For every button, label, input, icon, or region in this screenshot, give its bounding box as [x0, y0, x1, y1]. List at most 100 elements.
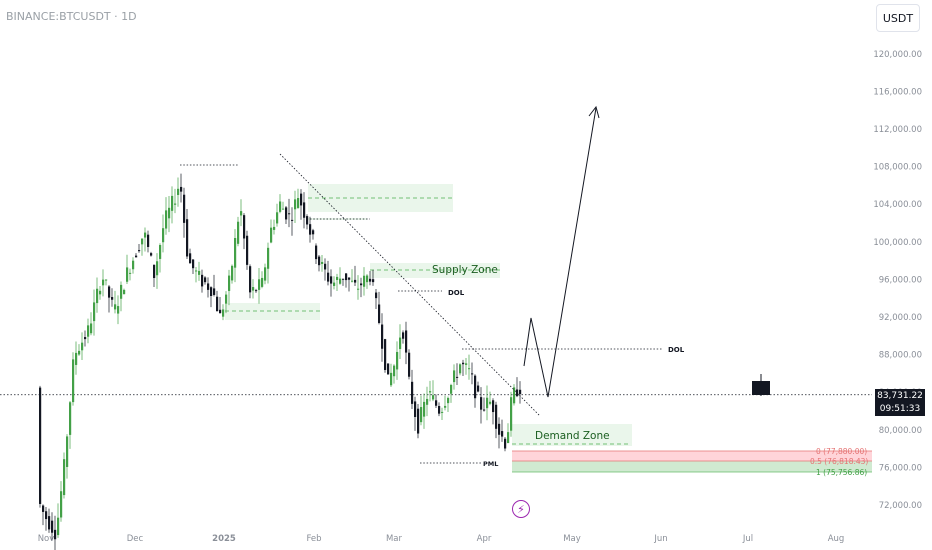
candle-body	[363, 275, 366, 287]
candle-body	[99, 290, 102, 295]
fib-label-05: 0.5 (76,818.43)	[810, 457, 868, 466]
candle-body	[312, 230, 315, 235]
candle-body	[189, 253, 192, 264]
x-tick-label: Mar	[386, 534, 403, 544]
candle-body	[300, 193, 303, 206]
candle-body	[168, 207, 171, 219]
candle-body	[333, 282, 336, 286]
candle-body	[243, 215, 246, 239]
candle-body	[201, 274, 204, 287]
candle-body	[117, 306, 120, 314]
y-tick-label: 80,000.00	[879, 426, 922, 436]
candle-body	[60, 491, 63, 518]
projection-arrowhead	[588, 105, 600, 119]
candle-body	[423, 401, 426, 417]
candle-body	[165, 210, 168, 229]
candle-body	[438, 405, 441, 414]
candle-body	[345, 273, 348, 281]
candle-body	[429, 391, 432, 393]
candle-body	[102, 279, 105, 286]
candle-body	[468, 368, 471, 370]
candle-body	[138, 250, 141, 252]
candle-body	[75, 352, 78, 365]
candle-body	[90, 323, 93, 334]
candle-body	[66, 436, 69, 467]
candle-body	[384, 339, 387, 370]
candle-body	[417, 408, 420, 434]
y-tick-label: 112,000.00	[873, 125, 922, 135]
x-tick-label: Apr	[477, 534, 492, 544]
candle-body	[444, 405, 447, 408]
candle-body	[195, 270, 198, 272]
candle-body	[111, 297, 114, 300]
candle-body	[270, 227, 273, 243]
candle-body	[507, 432, 510, 444]
candle-body	[69, 402, 72, 435]
x-tick-label: Jun	[653, 534, 667, 544]
candle-body	[171, 195, 174, 211]
candle-body	[471, 373, 474, 375]
candle-body	[144, 232, 147, 238]
candle-body	[273, 226, 276, 230]
candle-body	[180, 186, 183, 192]
candle-body	[327, 272, 330, 282]
candle-body	[285, 207, 288, 220]
candle-body	[156, 261, 159, 276]
candle-body	[207, 283, 210, 290]
zones	[225, 184, 872, 473]
x-tick-label: Jul	[742, 534, 753, 544]
candle-body	[45, 511, 48, 520]
y-axis: 72,000.0076,000.0080,000.0084,000.0088,0…	[873, 50, 922, 511]
candle-body	[294, 199, 297, 210]
y-tick-label: 116,000.00	[873, 87, 922, 97]
candle-body	[279, 201, 282, 212]
x-tick-label: Nov	[38, 534, 55, 544]
candle-body	[339, 278, 342, 284]
candle-body	[510, 397, 513, 431]
candle-body	[303, 202, 306, 218]
zone-box	[225, 303, 320, 320]
candle-body	[129, 272, 132, 274]
projection-path	[523, 107, 597, 398]
candle-body	[105, 279, 108, 281]
candle-body	[135, 255, 138, 258]
candles	[39, 173, 770, 550]
candle-body	[504, 438, 507, 449]
candle-body	[210, 287, 213, 297]
candle-body	[324, 263, 327, 270]
candle-body	[240, 211, 243, 216]
x-axis: Nov Dec 2025 Feb Mar Apr May Jun Jul Aug	[38, 534, 845, 544]
candle-body	[501, 431, 504, 437]
candle-body	[492, 400, 495, 413]
lightning-bolt-icon[interactable]: ⚡	[512, 500, 530, 518]
y-tick-label: 72,000.00	[879, 501, 922, 511]
candle-body	[114, 304, 117, 310]
candle-body	[48, 516, 51, 530]
currency-button[interactable]: USDT	[876, 4, 920, 32]
candle-body	[357, 288, 360, 290]
candle-body	[276, 212, 279, 224]
candle-body	[72, 359, 75, 403]
candle-body	[450, 384, 453, 394]
fib-label-1: 1 (75,756.86)	[816, 468, 867, 477]
candle-body	[495, 404, 498, 429]
candle-body	[255, 290, 258, 292]
candle-body	[150, 253, 153, 256]
candle-body	[264, 267, 267, 281]
candle-body	[342, 278, 345, 280]
candle-body	[414, 401, 417, 417]
candle-body	[93, 302, 96, 322]
candle-body	[420, 407, 423, 423]
x-tick-label: Aug	[828, 534, 845, 544]
candle-body	[51, 520, 54, 533]
candle-body	[366, 275, 369, 283]
candle-body	[498, 423, 501, 435]
candle-body	[126, 267, 129, 282]
candle-body	[393, 365, 396, 377]
candle-body	[453, 370, 456, 383]
candle-body	[336, 276, 339, 281]
candle-body	[267, 247, 270, 269]
candle-body	[477, 385, 480, 392]
candle-body	[153, 264, 156, 279]
